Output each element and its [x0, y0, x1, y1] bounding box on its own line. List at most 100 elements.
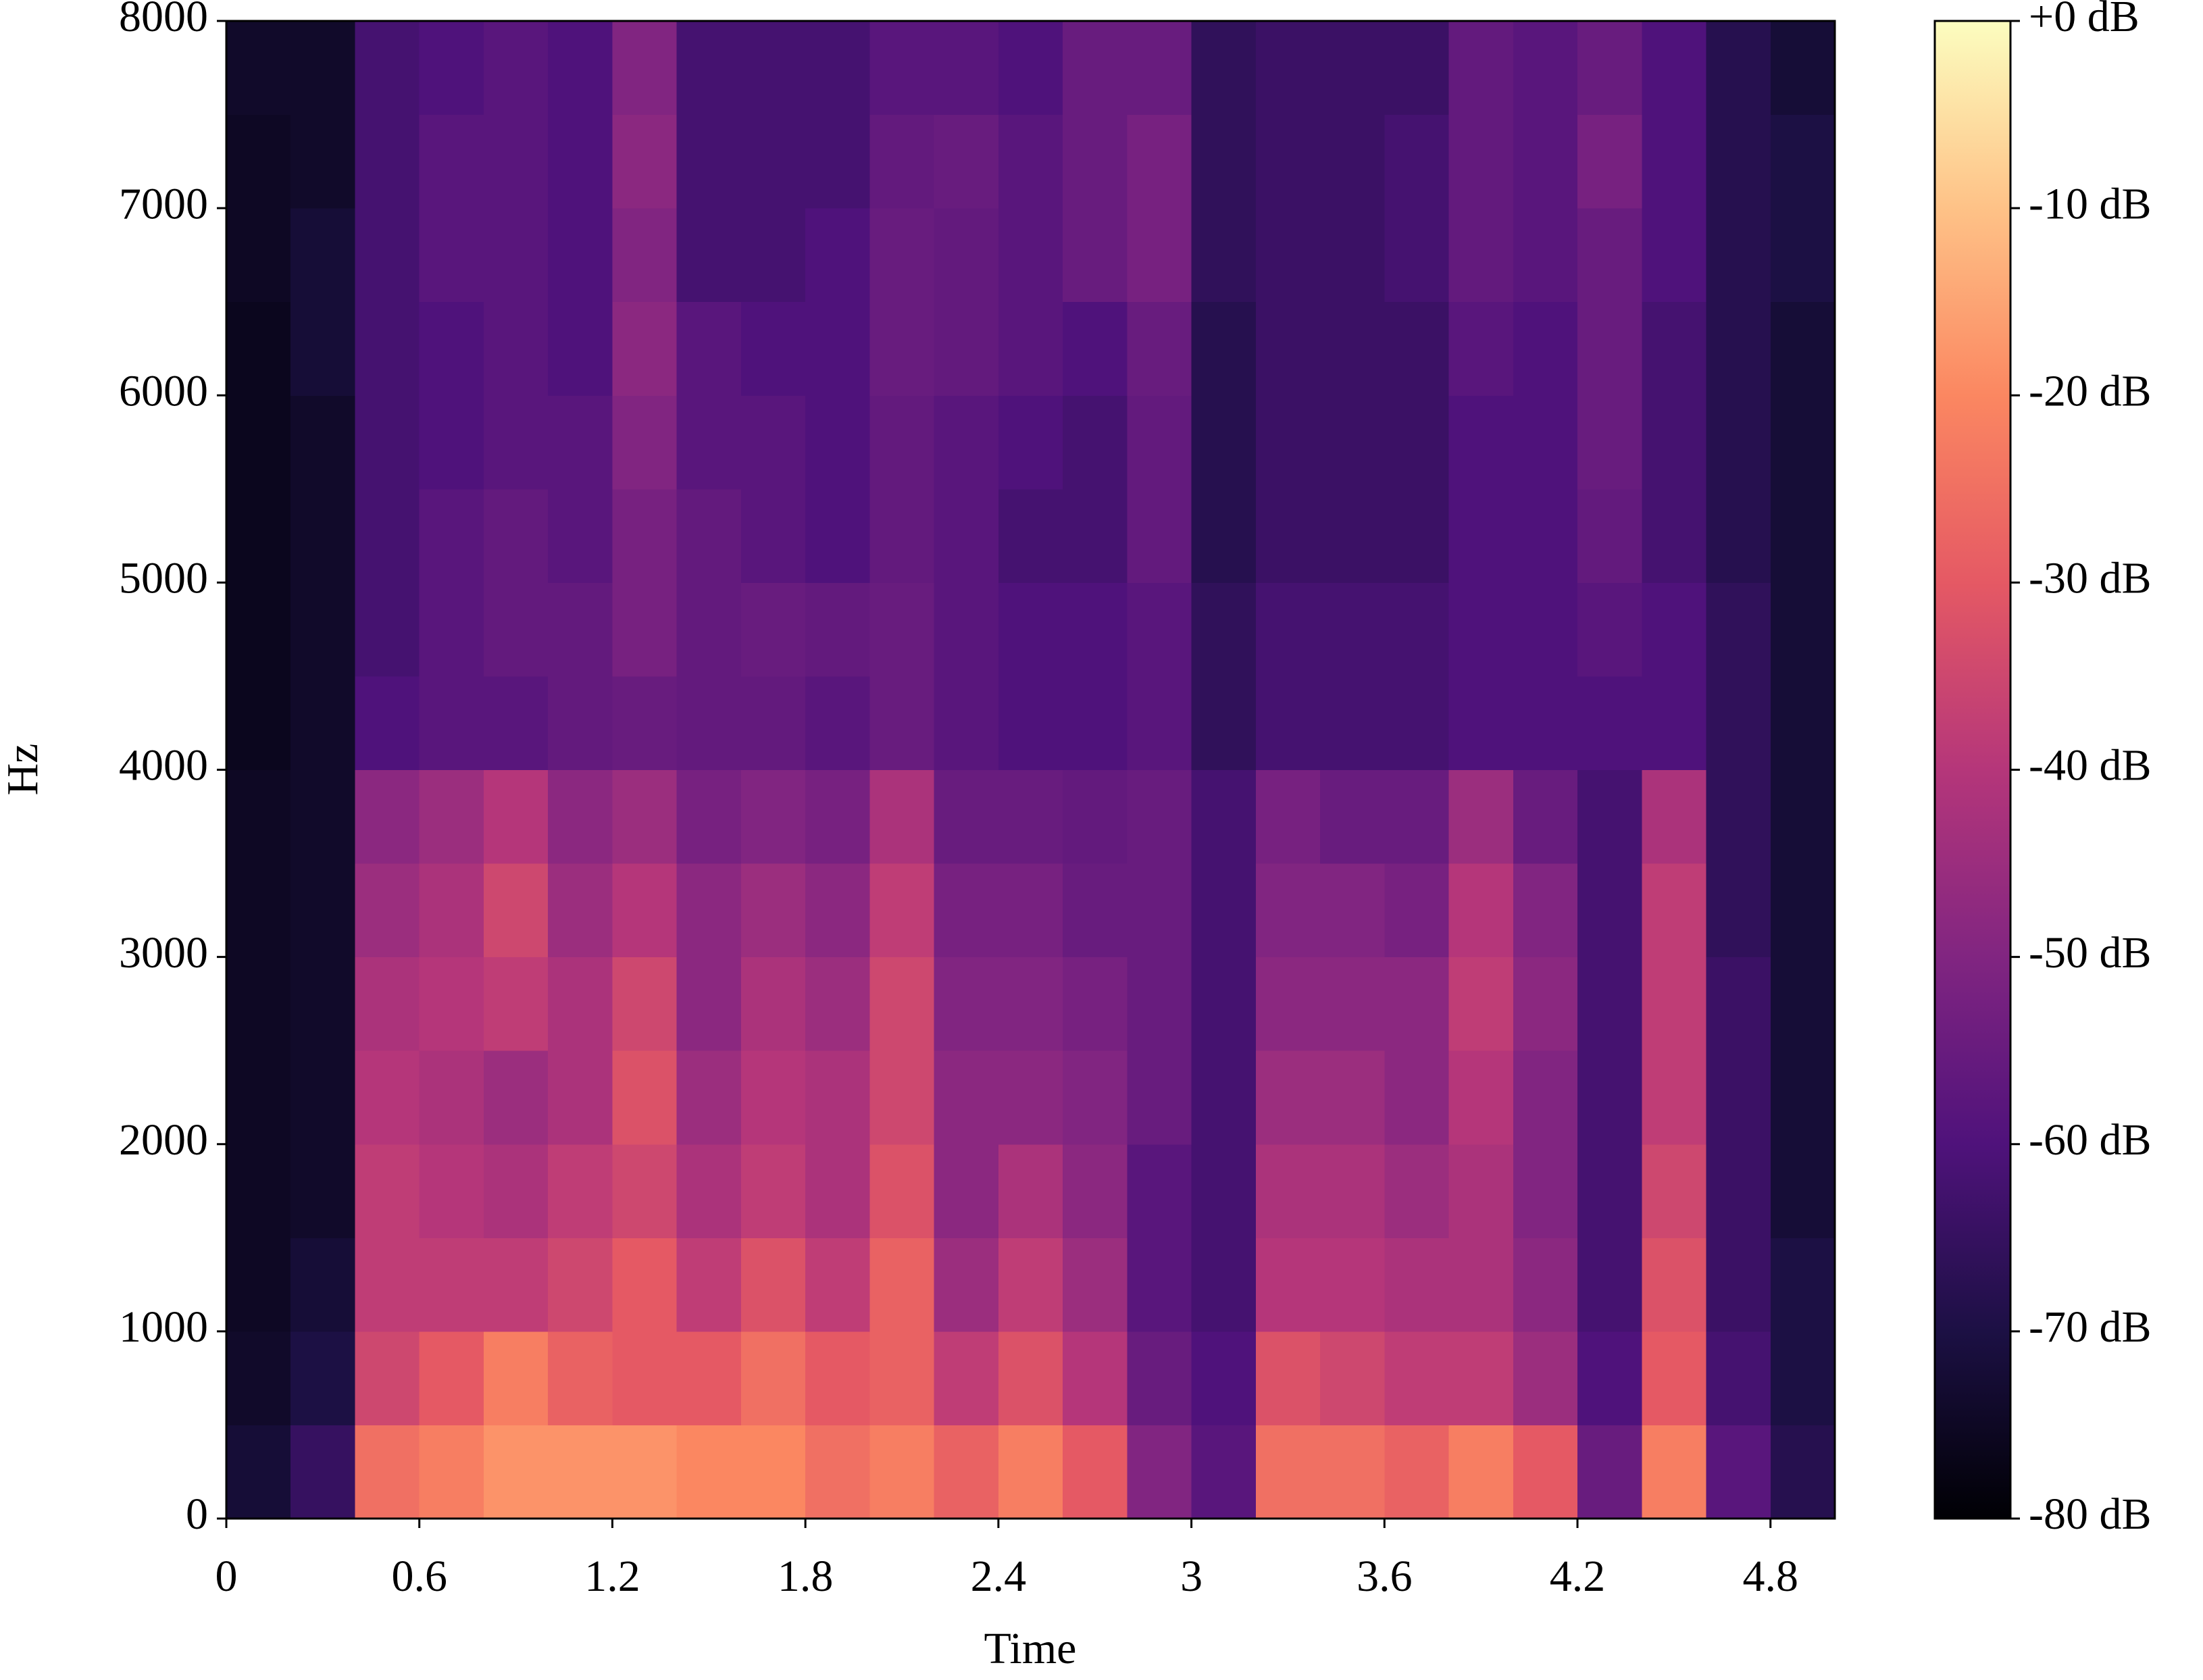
spectrogram-cell	[290, 1425, 355, 1519]
spectrogram-cell	[998, 1425, 1063, 1519]
spectrogram-cell	[548, 1331, 613, 1425]
spectrogram-cell	[1063, 1331, 1128, 1425]
x-tick-label: 1.2	[584, 1552, 640, 1601]
spectrogram-cell	[355, 582, 420, 677]
spectrogram-cell	[1127, 582, 1192, 677]
spectrogram-cell	[1384, 1050, 1450, 1145]
spectrogram-cell	[1384, 488, 1450, 583]
spectrogram-cell	[676, 21, 742, 116]
spectrogram-cell	[934, 114, 999, 209]
spectrogram-cell	[1384, 676, 1450, 770]
spectrogram-cell	[1448, 488, 1514, 583]
spectrogram-cell	[805, 1050, 870, 1145]
spectrogram-cell	[998, 1331, 1063, 1425]
spectrogram-cell	[934, 769, 999, 864]
spectrogram-cell	[1127, 1238, 1192, 1332]
spectrogram-cell	[998, 488, 1063, 583]
spectrogram-cell	[355, 1331, 420, 1425]
spectrogram-cell	[805, 114, 870, 209]
spectrogram-cell	[1063, 957, 1128, 1051]
spectrogram-cell	[1063, 582, 1128, 677]
spectrogram-cell	[1320, 1331, 1385, 1425]
spectrogram-cell	[1513, 863, 1578, 958]
spectrogram-cell	[226, 395, 291, 490]
spectrogram-cell	[483, 676, 549, 770]
spectrogram-cell	[1513, 582, 1578, 677]
spectrogram-cell	[355, 208, 420, 303]
spectrogram-cell	[226, 1050, 291, 1145]
spectrogram-cell	[355, 769, 420, 864]
spectrogram-cell	[1127, 1425, 1192, 1519]
spectrogram-cell	[290, 863, 355, 958]
spectrogram-cell	[355, 488, 420, 583]
spectrogram-cell	[1770, 1331, 1835, 1425]
y-tick-label: 4000	[119, 741, 208, 790]
spectrogram-cell	[483, 957, 549, 1051]
spectrogram-cell	[1320, 1425, 1385, 1519]
x-tick-label: 0.6	[391, 1552, 447, 1601]
spectrogram-cell	[1063, 395, 1128, 490]
spectrogram-cell	[1706, 1331, 1771, 1425]
spectrogram-cell	[1063, 1144, 1128, 1238]
spectrogram-cell	[226, 1144, 291, 1238]
spectrogram-cell	[740, 957, 806, 1051]
spectrogram-cell	[805, 301, 870, 396]
spectrogram-cell	[869, 1144, 935, 1238]
spectrogram-cell	[1320, 1050, 1385, 1145]
spectrogram-cell	[1706, 957, 1771, 1051]
spectrogram-cell	[1255, 582, 1321, 677]
spectrogram-cell	[1384, 863, 1450, 958]
spectrogram-cell	[355, 1050, 420, 1145]
spectrogram-cell	[1384, 395, 1450, 490]
spectrogram-cell	[483, 769, 549, 864]
spectrogram-cell	[1191, 208, 1257, 303]
spectrogram-cell	[1191, 488, 1257, 583]
spectrogram-cell	[805, 208, 870, 303]
x-tick-label: 3	[1180, 1552, 1202, 1601]
spectrogram-cell	[290, 957, 355, 1051]
spectrogram-cell	[226, 1425, 291, 1519]
y-tick-label: 5000	[119, 554, 208, 603]
spectrogram-cell	[483, 1144, 549, 1238]
spectrogram-cell	[1706, 395, 1771, 490]
spectrogram-cell	[548, 208, 613, 303]
spectrogram-cell	[1320, 769, 1385, 864]
x-tick-label: 4.8	[1743, 1552, 1799, 1601]
spectrogram-cell	[483, 1050, 549, 1145]
spectrogram-cell	[612, 1331, 678, 1425]
spectrogram-cell	[548, 957, 613, 1051]
spectrogram-cell	[934, 1144, 999, 1238]
spectrogram-cell	[676, 488, 742, 583]
spectrogram-cell	[1513, 301, 1578, 396]
spectrogram-cell	[1448, 1331, 1514, 1425]
spectrogram-cell	[1513, 1238, 1578, 1332]
spectrogram-cell	[1127, 21, 1192, 116]
colorbar-tick-label: -10 dB	[2029, 179, 2152, 228]
spectrogram-cell	[1770, 301, 1835, 396]
spectrogram-cell	[998, 676, 1063, 770]
spectrogram-cell	[934, 1050, 999, 1145]
spectrogram-cell	[1063, 301, 1128, 396]
spectrogram-cell	[290, 1144, 355, 1238]
spectrogram-cell	[290, 21, 355, 116]
spectrogram-cell	[1127, 863, 1192, 958]
spectrogram-cell	[1191, 1050, 1257, 1145]
spectrogram-cell	[1577, 1238, 1642, 1332]
spectrogram-cell	[1191, 21, 1257, 116]
spectrogram-cell	[1384, 957, 1450, 1051]
spectrogram-cell	[676, 957, 742, 1051]
spectrogram-cell	[1063, 1050, 1128, 1145]
spectrogram-cell	[1770, 1238, 1835, 1332]
spectrogram-cell	[1191, 1331, 1257, 1425]
spectrogram-cell	[1320, 208, 1385, 303]
spectrogram-cell	[805, 1331, 870, 1425]
spectrogram-cell	[548, 395, 613, 490]
spectrogram-cell	[1770, 21, 1835, 116]
spectrogram-cell	[483, 1238, 549, 1332]
x-tick-label: 4.2	[1550, 1552, 1606, 1601]
colorbar-tick-label: -50 dB	[2029, 928, 2152, 977]
spectrogram-cell	[483, 488, 549, 583]
spectrogram-cell	[483, 21, 549, 116]
x-tick-label: 3.6	[1357, 1552, 1413, 1601]
